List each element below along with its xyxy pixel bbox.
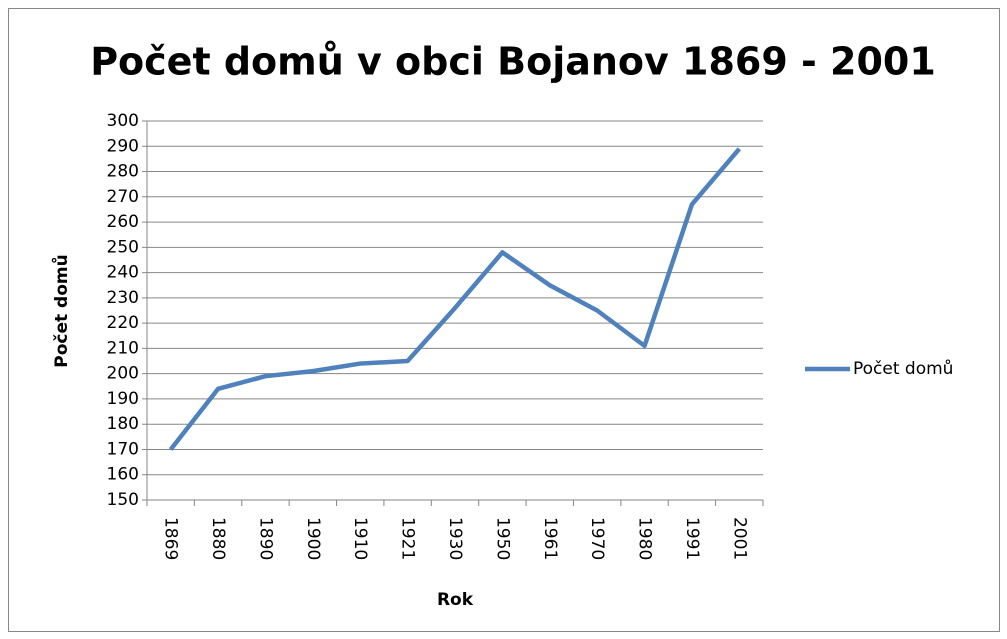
y-tick-label: 240 — [107, 263, 139, 283]
y-tick-label: 280 — [107, 162, 139, 182]
chart-title: Počet domů v obci Bojanov 1869 - 2001 — [90, 40, 936, 84]
y-tick-label: 160 — [107, 465, 139, 485]
x-tick-label: 1900 — [303, 517, 323, 560]
x-tick-label: 1890 — [255, 517, 275, 560]
y-tick-label: 180 — [107, 414, 139, 434]
x-tick-label: 1950 — [492, 517, 512, 560]
y-tick-label: 300 — [107, 111, 139, 131]
y-tick-label: 190 — [107, 389, 139, 409]
x-tick-label: 1970 — [587, 517, 607, 560]
y-tick-label: 210 — [107, 338, 139, 358]
y-tick-label: 230 — [107, 288, 139, 308]
x-tick-label: 1961 — [540, 517, 560, 560]
x-tick-label: 1921 — [398, 517, 418, 560]
y-tick-label: 220 — [107, 313, 139, 333]
x-tick-label: 1869 — [161, 517, 181, 560]
y-tick-label: 290 — [107, 136, 139, 156]
x-tick-label: 1991 — [682, 517, 702, 560]
y-tick-label: 250 — [107, 237, 139, 257]
x-tick-label: 1910 — [350, 517, 370, 560]
x-axis-label: Rok — [437, 590, 474, 610]
y-tick-label: 270 — [107, 187, 139, 207]
y-tick-label: 200 — [107, 364, 139, 384]
y-tick-label: 170 — [107, 439, 139, 459]
x-tick-label: 1880 — [208, 517, 228, 560]
line-series — [168, 147, 742, 451]
x-tick-label: 1930 — [445, 517, 465, 560]
x-tick-label: 2001 — [729, 517, 749, 560]
legend-label: Počet domů — [853, 359, 953, 379]
chart-border — [8, 8, 1000, 632]
y-tick-label: 260 — [107, 212, 139, 232]
y-axis-label: Počet domů — [50, 254, 72, 367]
x-tick-label: 1980 — [635, 517, 655, 560]
y-tick-label: 150 — [107, 490, 139, 510]
